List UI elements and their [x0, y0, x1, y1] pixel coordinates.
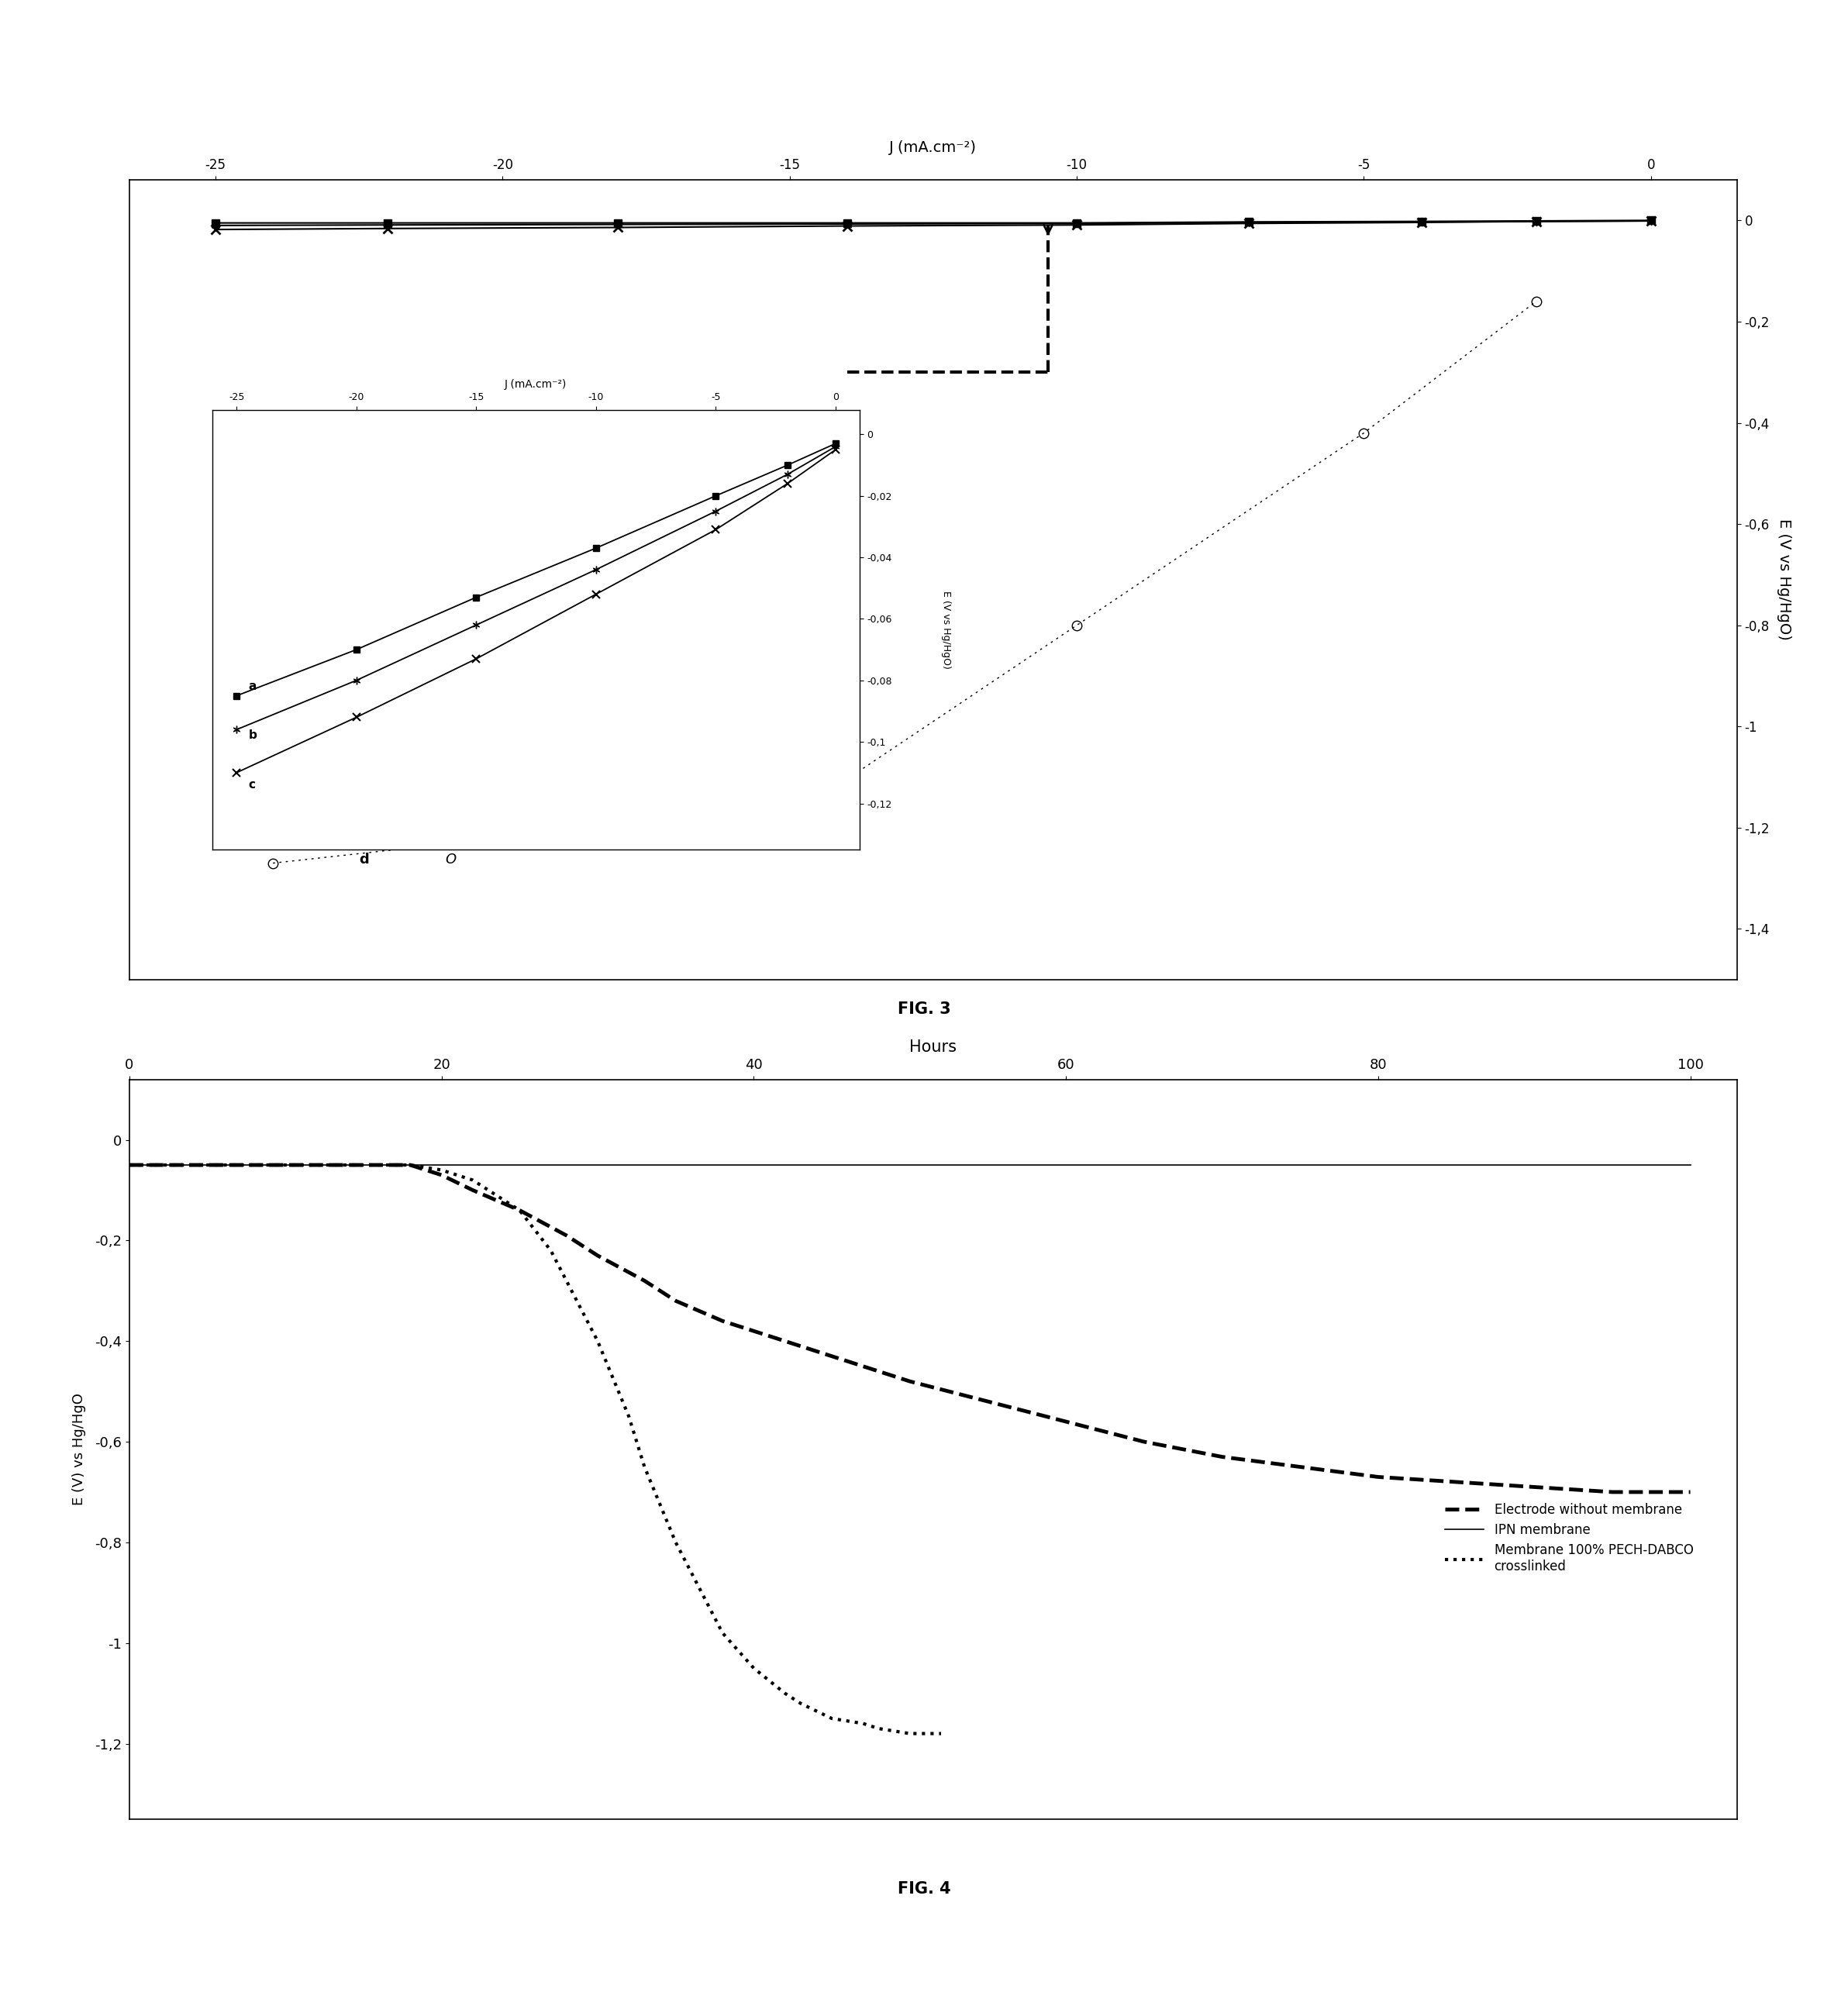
- Membrane 100% PECH-DABCO
crosslinked: [150, 1153, 172, 1177]
- Y-axis label: E (V vs Hg/HgO): E (V vs Hg/HgO): [941, 590, 952, 670]
- Electrode without membrane: [711, 1309, 734, 1333]
- IPN membrane: [274, 1153, 296, 1177]
- Electrode without membrane: [743, 1319, 765, 1343]
- Electrode without membrane: [274, 1153, 296, 1177]
- Membrane 100% PECH-DABCO
crosslinked: [399, 1153, 421, 1177]
- Electrode without membrane: [150, 1153, 172, 1177]
- Membrane 100% PECH-DABCO
crosslinked: [930, 1721, 952, 1745]
- X-axis label: J (mA.cm⁻²): J (mA.cm⁻²): [505, 380, 567, 390]
- Membrane 100% PECH-DABCO
crosslinked: [508, 1197, 530, 1221]
- Text: b: b: [248, 730, 257, 742]
- Electrode without membrane: [118, 1153, 140, 1177]
- Membrane 100% PECH-DABCO
crosslinked: [867, 1717, 889, 1741]
- Line: Electrode without membrane: Electrode without membrane: [129, 1165, 1691, 1491]
- Membrane 100% PECH-DABCO
crosslinked: [743, 1655, 765, 1679]
- IPN membrane: [665, 1153, 687, 1177]
- Membrane 100% PECH-DABCO
crosslinked: [274, 1153, 296, 1177]
- Electrode without membrane: [353, 1153, 375, 1177]
- Electrode without membrane: [556, 1223, 578, 1247]
- IPN membrane: [1288, 1153, 1310, 1177]
- Membrane 100% PECH-DABCO
crosslinked: [353, 1153, 375, 1177]
- IPN membrane: [898, 1153, 920, 1177]
- Membrane 100% PECH-DABCO
crosslinked: [617, 1405, 639, 1429]
- Membrane 100% PECH-DABCO
crosslinked: [665, 1531, 687, 1555]
- IPN membrane: [1210, 1153, 1233, 1177]
- Electrode without membrane: [867, 1359, 889, 1383]
- Y-axis label: E (V vs Hg/HgO): E (V vs Hg/HgO): [1776, 520, 1791, 640]
- Membrane 100% PECH-DABCO
crosslinked: [431, 1157, 453, 1181]
- X-axis label: J (mA.cm⁻²): J (mA.cm⁻²): [889, 140, 978, 156]
- Text: a: a: [248, 680, 257, 692]
- IPN membrane: [743, 1153, 765, 1177]
- IPN membrane: [1523, 1153, 1545, 1177]
- Electrode without membrane: [1055, 1409, 1077, 1433]
- IPN membrane: [1368, 1153, 1390, 1177]
- Electrode without membrane: [821, 1343, 843, 1367]
- Electrode without membrane: [508, 1197, 530, 1221]
- IPN membrane: [353, 1153, 375, 1177]
- Membrane 100% PECH-DABCO
crosslinked: [462, 1167, 484, 1191]
- Membrane 100% PECH-DABCO
crosslinked: [898, 1721, 920, 1745]
- Membrane 100% PECH-DABCO
crosslinked: [634, 1455, 656, 1479]
- IPN membrane: [586, 1153, 608, 1177]
- Electrode without membrane: [774, 1329, 796, 1353]
- IPN membrane: [1445, 1153, 1467, 1177]
- Electrode without membrane: [978, 1389, 1000, 1413]
- Y-axis label: E (V) vs Hg/HgO: E (V) vs Hg/HgO: [72, 1393, 87, 1505]
- IPN membrane: [196, 1153, 218, 1177]
- Electrode without membrane: [634, 1269, 656, 1293]
- Electrode without membrane: [1133, 1429, 1155, 1453]
- IPN membrane: [1055, 1153, 1077, 1177]
- Electrode without membrane: [431, 1163, 453, 1187]
- Electrode without membrane: [1288, 1455, 1310, 1479]
- IPN membrane: [978, 1153, 1000, 1177]
- Electrode without membrane: [898, 1369, 920, 1393]
- Membrane 100% PECH-DABCO
crosslinked: [697, 1591, 719, 1615]
- Electrode without membrane: [1210, 1445, 1233, 1469]
- Electrode without membrane: [1523, 1475, 1545, 1499]
- Text: O: O: [445, 852, 456, 866]
- IPN membrane: [431, 1153, 453, 1177]
- Line: Membrane 100% PECH-DABCO
crosslinked: Membrane 100% PECH-DABCO crosslinked: [129, 1165, 941, 1733]
- Electrode without membrane: [462, 1177, 484, 1201]
- Electrode without membrane: [196, 1153, 218, 1177]
- IPN membrane: [508, 1153, 530, 1177]
- Electrode without membrane: [1600, 1479, 1623, 1503]
- Membrane 100% PECH-DABCO
crosslinked: [789, 1691, 811, 1715]
- Membrane 100% PECH-DABCO
crosslinked: [711, 1621, 734, 1645]
- Membrane 100% PECH-DABCO
crosslinked: [196, 1153, 218, 1177]
- Text: d: d: [359, 852, 370, 866]
- IPN membrane: [1133, 1153, 1155, 1177]
- Legend: Electrode without membrane, IPN membrane, Membrane 100% PECH-DABCO
crosslinked: Electrode without membrane, IPN membrane…: [1440, 1497, 1698, 1579]
- Membrane 100% PECH-DABCO
crosslinked: [556, 1269, 578, 1293]
- Membrane 100% PECH-DABCO
crosslinked: [540, 1239, 562, 1263]
- Electrode without membrane: [1680, 1479, 1702, 1503]
- IPN membrane: [821, 1153, 843, 1177]
- Electrode without membrane: [586, 1243, 608, 1267]
- Membrane 100% PECH-DABCO
crosslinked: [821, 1707, 843, 1731]
- Electrode without membrane: [665, 1289, 687, 1313]
- Electrode without membrane: [1445, 1469, 1467, 1493]
- Electrode without membrane: [1368, 1465, 1390, 1489]
- Membrane 100% PECH-DABCO
crosslinked: [774, 1681, 796, 1705]
- Text: FIG. 3: FIG. 3: [898, 1001, 950, 1017]
- IPN membrane: [1600, 1153, 1623, 1177]
- IPN membrane: [118, 1153, 140, 1177]
- Membrane 100% PECH-DABCO
crosslinked: [586, 1329, 608, 1353]
- X-axis label: Hours: Hours: [909, 1039, 957, 1055]
- Text: c: c: [248, 780, 255, 790]
- Text: FIG. 4: FIG. 4: [898, 1881, 950, 1897]
- Membrane 100% PECH-DABCO
crosslinked: [852, 1711, 874, 1735]
- IPN membrane: [1680, 1153, 1702, 1177]
- Membrane 100% PECH-DABCO
crosslinked: [118, 1153, 140, 1177]
- Electrode without membrane: [399, 1153, 421, 1177]
